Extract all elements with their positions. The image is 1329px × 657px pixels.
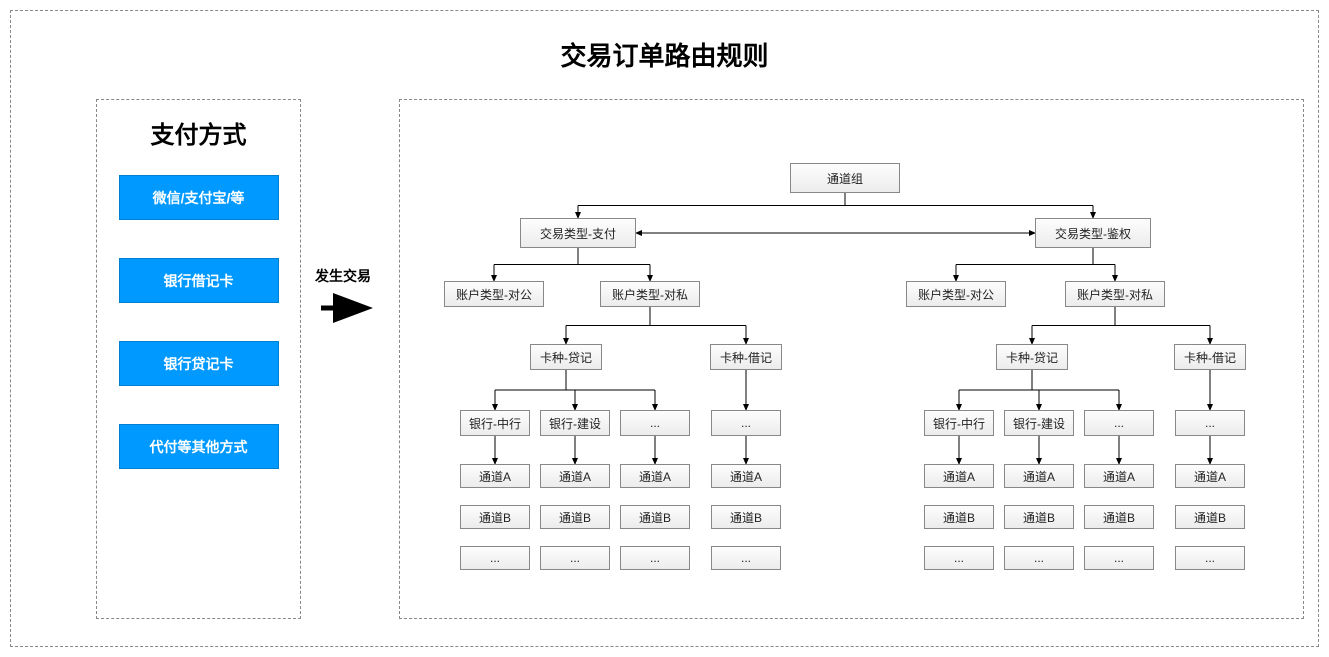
node-pc3c: ... [620, 546, 690, 570]
node-p_prv: 账户类型-对私 [600, 281, 700, 307]
node-pc1c: ... [460, 546, 530, 570]
node-ac4c: ... [1175, 546, 1245, 570]
node-a_prv: 账户类型-对私 [1065, 281, 1165, 307]
node-ac2b: 通道B [1004, 505, 1074, 529]
node-ab3: ... [1084, 410, 1154, 436]
node-pc2a: 通道A [540, 464, 610, 488]
node-ac1a: 通道A [924, 464, 994, 488]
node-pb4: ... [711, 410, 781, 436]
node-pc4a: 通道A [711, 464, 781, 488]
node-pc1b: 通道B [460, 505, 530, 529]
node-pc3b: 通道B [620, 505, 690, 529]
node-t_auth: 交易类型-鉴权 [1035, 218, 1151, 248]
node-a_card_c: 卡种-贷记 [996, 344, 1068, 370]
node-ac3c: ... [1084, 546, 1154, 570]
node-pc3a: 通道A [620, 464, 690, 488]
node-pc1a: 通道A [460, 464, 530, 488]
node-ac2c: ... [1004, 546, 1074, 570]
node-ab2: 银行-建设 [1004, 410, 1074, 436]
node-pb2: 银行-建设 [540, 410, 610, 436]
node-ac1b: 通道B [924, 505, 994, 529]
node-ac4a: 通道A [1175, 464, 1245, 488]
node-p_pub: 账户类型-对公 [444, 281, 544, 307]
node-pc4c: ... [711, 546, 781, 570]
node-pc2c: ... [540, 546, 610, 570]
node-pb1: 银行-中行 [460, 410, 530, 436]
node-a_card_d: 卡种-借记 [1174, 344, 1246, 370]
node-a_pub: 账户类型-对公 [906, 281, 1006, 307]
node-ac2a: 通道A [1004, 464, 1074, 488]
node-pc4b: 通道B [711, 505, 781, 529]
node-p_card_c: 卡种-贷记 [530, 344, 602, 370]
node-t_pay: 交易类型-支付 [520, 218, 636, 248]
node-pb3: ... [620, 410, 690, 436]
node-ac1c: ... [924, 546, 994, 570]
node-ac3b: 通道B [1084, 505, 1154, 529]
node-ab1: 银行-中行 [924, 410, 994, 436]
node-ac4b: 通道B [1175, 505, 1245, 529]
node-ac3a: 通道A [1084, 464, 1154, 488]
node-root: 通道组 [790, 163, 900, 193]
node-p_card_d: 卡种-借记 [710, 344, 782, 370]
node-pc2b: 通道B [540, 505, 610, 529]
node-ab4: ... [1175, 410, 1245, 436]
